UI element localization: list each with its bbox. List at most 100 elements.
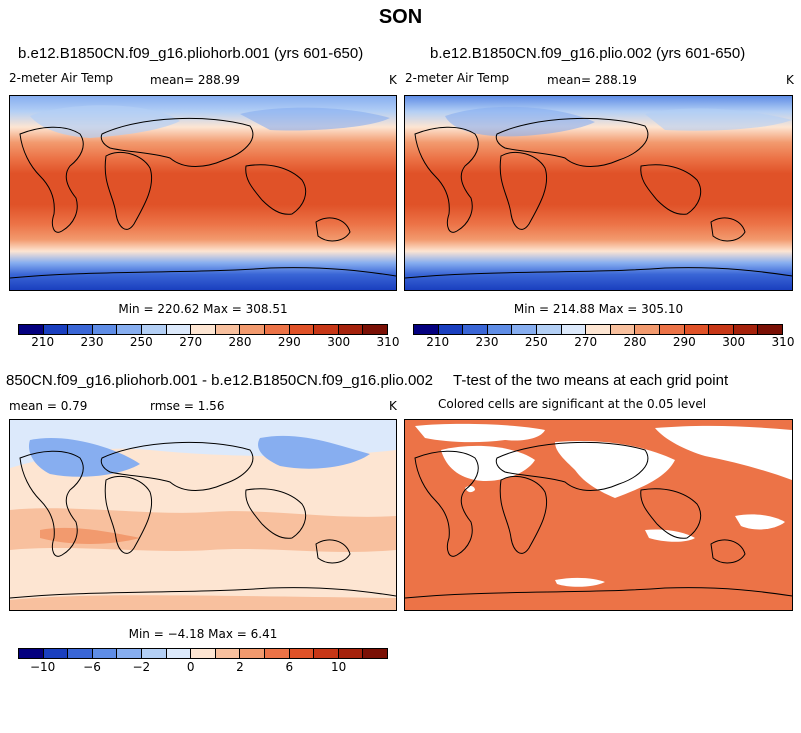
panel1-colorbar-swatch [141, 325, 167, 334]
panel2-colorbar-swatch [414, 325, 439, 334]
panel1-map-svg [10, 96, 396, 290]
panel2-colorbar-swatch [536, 325, 562, 334]
panel4-title: T-test of the two means at each grid poi… [453, 372, 729, 389]
panel1-colorbar-tick-label: 310 [376, 335, 400, 349]
panel1-map [9, 95, 397, 291]
panel1-colorbar-ticks: 210 230 250 270 280 290 300 310 [18, 335, 399, 349]
panel3-colorbar-tick-label: 0 [186, 660, 195, 674]
panel3-colorbar-swatch [338, 649, 364, 658]
panel2-colorbar-tick-label: 280 [623, 335, 647, 349]
panel4-map-svg [405, 420, 792, 610]
panel2-mean: mean= 288.19 [547, 73, 637, 87]
panel3-colorbar-swatch [141, 649, 167, 658]
panel2-colorbar-swatch [561, 325, 587, 334]
panel1-colorbar-swatch [166, 325, 192, 334]
panel3-colorbar-swatch [166, 649, 192, 658]
panel1-colorbar-swatch [363, 325, 387, 334]
panel1-colorbar-swatch [68, 325, 93, 334]
panel3-colorbar-swatch [19, 649, 44, 658]
panel2-map-svg [405, 96, 792, 290]
panel1-colorbar-tick-label: 250 [129, 335, 153, 349]
panel2-colorbar-swatch [709, 325, 734, 334]
panel3-colorbar-tick-label: 2 [236, 660, 244, 674]
panel2-map [404, 95, 793, 291]
panel2-colorbar-tick-label: 310 [771, 335, 795, 349]
panel3-colorbar-swatch [363, 649, 387, 658]
panel2-colorbar-tick-label: 210 [426, 335, 450, 349]
panel3-colorbar-tick-label: 6 [285, 660, 294, 674]
panel1-variable: 2-meter Air Temp [9, 71, 114, 85]
figure-title: SON [378, 6, 423, 28]
panel1-colorbar-swatch [264, 325, 290, 334]
panel1-colorbar-tick-label: 210 [31, 335, 55, 349]
panel3-colorbar-swatch [215, 649, 241, 658]
panel3-colorbar-tick-label: −2 [132, 660, 151, 674]
panel3-mean: mean = 0.79 [9, 399, 88, 413]
panel3-colorbar [18, 648, 388, 659]
panel3-colorbar-swatch [264, 649, 290, 658]
panel2-colorbar-swatch [586, 325, 611, 334]
panel3-title: 850CN.f09_g16.pliohorb.001 - b.e12.B1850… [6, 372, 433, 389]
panel1-mean: mean= 288.99 [150, 73, 240, 87]
panel2-colorbar-tick-label: 230 [475, 335, 499, 349]
panel2-colorbar-tick-label: 270 [574, 335, 598, 349]
panel2-colorbar-tick-label: 300 [722, 335, 746, 349]
panel3-colorbar-swatch [314, 649, 339, 658]
panel1-colorbar-tick-label: 230 [80, 335, 104, 349]
panel2-colorbar-swatch [512, 325, 537, 334]
panel3-colorbar-tick-label: −10 [29, 660, 56, 674]
panel1-colorbar-tick-label: 300 [327, 335, 351, 349]
panel2-minmax: Min = 214.88 Max = 305.10 [513, 302, 684, 316]
panel3-rmse: rmse = 1.56 [150, 399, 225, 413]
panel1-colorbar [18, 324, 388, 335]
panel1-colorbar-swatch [240, 325, 265, 334]
panel2-colorbar-tick-label: 290 [672, 335, 696, 349]
panel3-units: K [389, 399, 397, 413]
panel2-colorbar-swatch [659, 325, 685, 334]
panel3-colorbar-swatch [68, 649, 93, 658]
panel1-colorbar-swatch [338, 325, 364, 334]
panel1-colorbar-swatch [92, 325, 118, 334]
panel2-variable: 2-meter Air Temp [405, 71, 510, 85]
panel1-colorbar-tick-label: 290 [277, 335, 301, 349]
panel3-colorbar-swatch [289, 649, 315, 658]
panel2-colorbar-swatch [610, 325, 636, 334]
panel3-colorbar-tick-label: −6 [83, 660, 101, 674]
panel1-colorbar-swatch [215, 325, 241, 334]
panel3-colorbar-swatch [92, 649, 118, 658]
panel4-map [404, 419, 793, 611]
panel2-colorbar-swatch [487, 325, 513, 334]
panel1-units: K [389, 73, 397, 87]
panel3-map-svg [10, 420, 396, 610]
panel1-colorbar-swatch [191, 325, 216, 334]
panel2-colorbar-swatch [463, 325, 488, 334]
panel2-colorbar-swatch [758, 325, 782, 334]
panel3-minmax: Min = −4.18 Max = 6.41 [128, 627, 278, 641]
panel2-colorbar-swatch [684, 325, 710, 334]
panel2-title: b.e12.B1850CN.f09_g16.plio.002 (yrs 601-… [430, 45, 746, 62]
panel2-colorbar-swatch [635, 325, 660, 334]
panel3-colorbar-ticks: −10 −6 −2 0 2 6 10 [18, 660, 388, 674]
panel1-colorbar-swatch [314, 325, 339, 334]
panel2-colorbar [413, 324, 783, 335]
panel2-colorbar-tick-label: 250 [524, 335, 548, 349]
panel3-colorbar-swatch [240, 649, 265, 658]
panel1-colorbar-swatch [117, 325, 142, 334]
panel3-colorbar-swatch [43, 649, 69, 658]
panel2-colorbar-ticks: 210 230 250 270 280 290 300 310 [413, 335, 794, 349]
panel2-units: K [786, 73, 794, 87]
panel3-colorbar-swatch [117, 649, 142, 658]
panel1-colorbar-swatch [43, 325, 69, 334]
panel1-colorbar-tick-label: 280 [228, 335, 252, 349]
panel2-colorbar-swatch [438, 325, 464, 334]
panel3-colorbar-swatch [191, 649, 216, 658]
panel3-map [9, 419, 397, 611]
panel3-colorbar-tick-label: 10 [331, 660, 347, 674]
panel1-colorbar-tick-label: 270 [179, 335, 203, 349]
panel1-colorbar-swatch [19, 325, 44, 334]
panel2-colorbar-swatch [733, 325, 759, 334]
panel1-minmax: Min = 220.62 Max = 308.51 [118, 302, 288, 316]
panel4-subtitle: Colored cells are significant at the 0.0… [438, 397, 707, 411]
panel1-colorbar-swatch [289, 325, 315, 334]
panel1-title: b.e12.B1850CN.f09_g16.pliohorb.001 (yrs … [18, 45, 364, 62]
